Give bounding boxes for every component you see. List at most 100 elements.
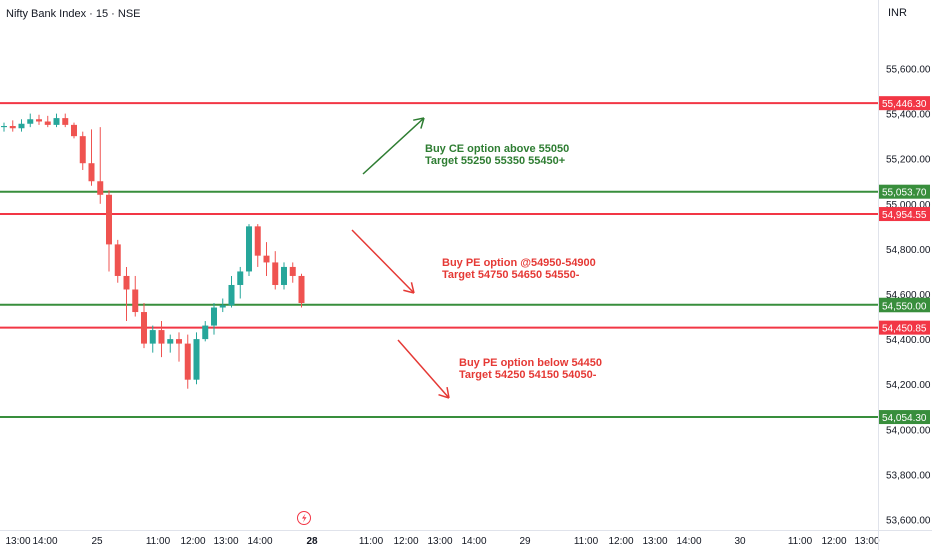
x-tick-label: 11:00 xyxy=(146,536,171,547)
y-tick-label: 55,000.00 xyxy=(886,200,931,211)
candle-body xyxy=(106,194,112,245)
candle xyxy=(36,114,42,125)
candle-body xyxy=(71,124,77,137)
candle xyxy=(141,303,147,349)
x-tick-label: 29 xyxy=(519,536,531,547)
candle xyxy=(184,334,191,389)
candle xyxy=(53,113,60,128)
y-tick-label: 54,600.00 xyxy=(886,290,931,301)
candle xyxy=(97,127,104,204)
time-axis-divider xyxy=(0,530,932,531)
candle xyxy=(246,224,252,276)
candle xyxy=(167,334,174,353)
price-tag-support-text: 55,053.70 xyxy=(882,188,927,199)
candle-body xyxy=(228,284,235,306)
current-price-tag-text: 54,550.00 xyxy=(882,301,927,312)
y-tick-label: 54,400.00 xyxy=(886,335,931,346)
candle xyxy=(88,129,95,186)
arrow-shaft xyxy=(362,117,425,175)
y-tick-label: 54,800.00 xyxy=(886,245,931,256)
x-tick-label: 13:00 xyxy=(5,536,30,547)
candle xyxy=(27,113,34,128)
arrow-head xyxy=(413,117,425,121)
candle-body xyxy=(219,305,226,308)
candle xyxy=(149,325,156,353)
price-tag-resistance-bg xyxy=(879,320,930,335)
candle-body xyxy=(141,312,147,344)
x-tick-label: 14:00 xyxy=(247,536,272,547)
candle xyxy=(237,266,244,299)
x-tick-label: 13:00 xyxy=(427,536,452,547)
y-tick-label: 55,600.00 xyxy=(886,65,931,76)
candle-body xyxy=(254,226,261,256)
x-tick-label: 11:00 xyxy=(359,536,384,547)
candle-body xyxy=(272,262,279,285)
candle-body xyxy=(79,136,86,164)
x-tick-label: 13:00 xyxy=(642,536,667,547)
x-tick-label: 11:00 xyxy=(574,536,599,547)
lightning-event-icon xyxy=(297,511,311,525)
candle xyxy=(211,303,217,335)
y-tick-label: 54,000.00 xyxy=(886,425,931,436)
price-tag-resistance-text: 54,954.55 xyxy=(882,210,927,221)
candle-body xyxy=(237,271,244,285)
arrow-shaft xyxy=(351,229,415,294)
candle-body xyxy=(184,343,191,380)
candle xyxy=(106,190,112,272)
price-tag-support-bg xyxy=(879,184,930,199)
y-tick-label: 55,400.00 xyxy=(886,110,931,121)
price-tag-resistance: 55,446.30 xyxy=(879,96,930,111)
price-tag-resistance-bg xyxy=(879,207,930,222)
price-tag-resistance: 54,954.55 xyxy=(879,207,930,222)
candle xyxy=(79,131,86,170)
candle-body xyxy=(27,119,34,124)
price-tag-support: 55,053.70 xyxy=(879,184,930,199)
price-tag-support-bg xyxy=(879,410,930,425)
candle-body xyxy=(149,330,156,344)
arrow-head xyxy=(438,393,450,399)
candle-body xyxy=(298,275,305,304)
candle-body xyxy=(1,126,7,128)
x-tick-label: 12:00 xyxy=(180,536,205,547)
symbol-title[interactable]: Nifty Bank Index · 15 · NSE xyxy=(6,8,141,20)
candle xyxy=(44,115,51,128)
x-tick-label: 11:00 xyxy=(788,536,813,547)
candle-body xyxy=(202,325,209,340)
candle-body xyxy=(88,163,95,182)
x-tick-label: 12:00 xyxy=(393,536,418,547)
candle-body xyxy=(167,339,174,344)
x-tick-label: 12:00 xyxy=(821,536,846,547)
currency-label: INR xyxy=(888,7,907,19)
candle-body xyxy=(132,289,139,313)
y-tick-label: 54,200.00 xyxy=(886,380,931,391)
candle-body xyxy=(97,181,104,195)
candle xyxy=(176,332,182,362)
candle xyxy=(281,262,287,290)
x-tick-label: 13:00 xyxy=(854,536,879,547)
price-tag-support-text: 54,054.30 xyxy=(882,413,927,424)
price-axis-divider xyxy=(878,0,879,550)
candle xyxy=(202,321,209,342)
price-tag-resistance-text: 55,446.30 xyxy=(882,99,927,110)
annotation-text: Target 54750 54650 54550- xyxy=(442,269,580,281)
candle xyxy=(289,262,296,283)
candle-body xyxy=(44,121,51,125)
annotation-text: Buy CE option above 55050 xyxy=(425,143,569,155)
candle xyxy=(219,298,226,313)
price-tag-resistance: 54,450.85 xyxy=(879,320,930,335)
annotation-text: Target 55250 55350 55450+ xyxy=(425,155,565,167)
x-tick-label: 14:00 xyxy=(32,536,57,547)
y-tick-label: 53,800.00 xyxy=(886,470,931,481)
candle xyxy=(62,113,69,128)
x-tick-label: 12:00 xyxy=(608,536,633,547)
candle-body xyxy=(211,307,217,326)
candle xyxy=(263,242,270,276)
candle xyxy=(132,275,139,317)
candle-body xyxy=(123,275,130,290)
x-tick-label: 13:00 xyxy=(213,536,238,547)
current-price-tag-bg xyxy=(879,298,930,313)
candle-body xyxy=(18,123,25,129)
y-tick-label: 55,200.00 xyxy=(886,155,931,166)
arrow-head xyxy=(410,282,415,294)
